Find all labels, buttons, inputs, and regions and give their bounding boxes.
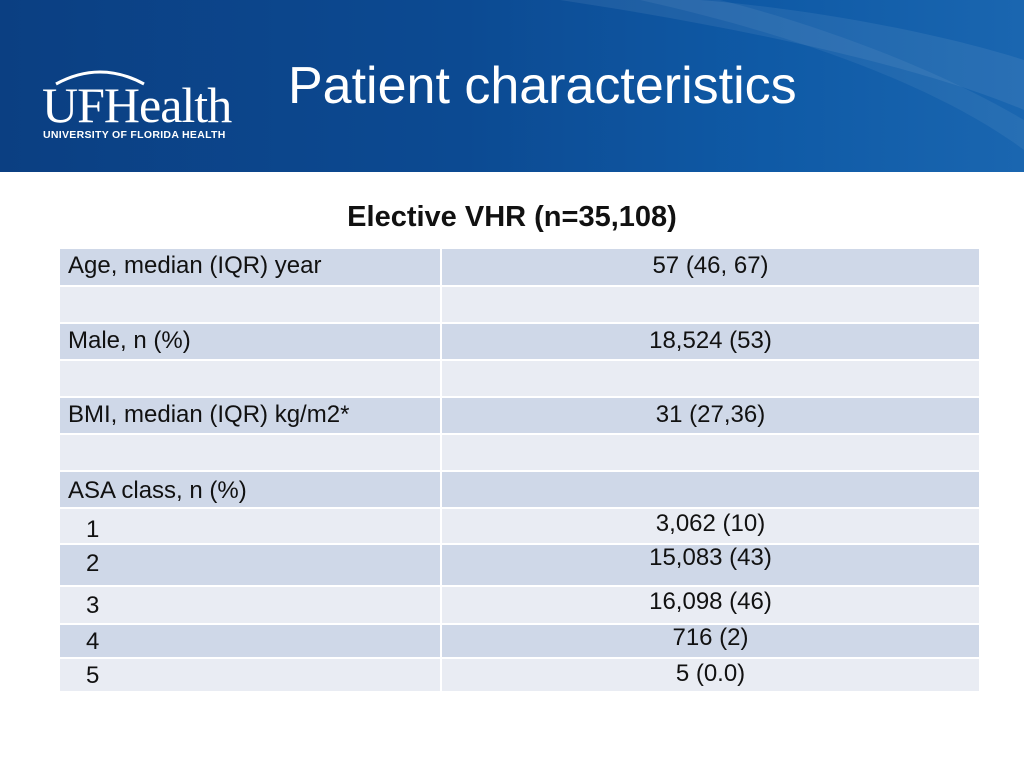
- row-label: [60, 360, 442, 398]
- row-label: [60, 286, 442, 324]
- row-label: Age, median (IQR) year: [60, 249, 442, 287]
- row-label: 3: [60, 586, 442, 625]
- row-value: 31 (27,36): [441, 397, 981, 435]
- table-row: 3 16,098 (46): [60, 586, 981, 625]
- row-value: 5 (0.0): [441, 658, 981, 693]
- table-row: 5 5 (0.0): [60, 658, 981, 693]
- table-row: BMI, median (IQR) kg/m2* 31 (27,36): [60, 397, 981, 435]
- row-value: 15,083 (43): [441, 544, 981, 587]
- row-value: 716 (2): [441, 624, 981, 659]
- row-label: [60, 434, 442, 472]
- table-row: Age, median (IQR) year 57 (46, 67): [60, 249, 981, 287]
- row-label: 4: [60, 624, 442, 659]
- row-value: [441, 434, 981, 472]
- row-label: 5: [60, 658, 442, 693]
- table-row: 1 3,062 (10): [60, 508, 981, 545]
- slide-title: Patient characteristics: [288, 57, 797, 115]
- table-row: Male, n (%) 18,524 (53): [60, 323, 981, 361]
- uf-health-logo: UFHealth UNIVERSITY OF FLORIDA HEALTH: [42, 66, 242, 146]
- row-value: [441, 471, 981, 509]
- row-value: 18,524 (53): [441, 323, 981, 361]
- table-row: 2 15,083 (43): [60, 544, 981, 587]
- table-row: [60, 360, 981, 398]
- table-row: ASA class, n (%): [60, 471, 981, 509]
- row-value: 3,062 (10): [441, 508, 981, 545]
- table-row: [60, 434, 981, 472]
- table-heading: Elective VHR (n=35,108): [347, 201, 677, 233]
- table-row: [60, 286, 981, 324]
- patient-characteristics-table: Age, median (IQR) year 57 (46, 67) Male,…: [60, 249, 981, 693]
- row-label: 1: [60, 508, 442, 545]
- row-label: 2: [60, 544, 442, 587]
- row-label: ASA class, n (%): [60, 471, 442, 509]
- row-label: BMI, median (IQR) kg/m2*: [60, 397, 442, 435]
- logo-arc-icon: [55, 70, 145, 86]
- logo-subtext: UNIVERSITY OF FLORIDA HEALTH: [43, 129, 226, 141]
- row-label: Male, n (%): [60, 323, 442, 361]
- row-value: 16,098 (46): [441, 586, 981, 625]
- row-value: [441, 360, 981, 398]
- table-row: 4 716 (2): [60, 624, 981, 659]
- banner-swoosh: [560, 0, 1024, 150]
- logo-wordmark: UFHealth: [42, 77, 232, 133]
- row-value: 57 (46, 67): [441, 249, 981, 287]
- row-value: [441, 286, 981, 324]
- header-banner: UFHealth UNIVERSITY OF FLORIDA HEALTH Pa…: [0, 0, 1024, 172]
